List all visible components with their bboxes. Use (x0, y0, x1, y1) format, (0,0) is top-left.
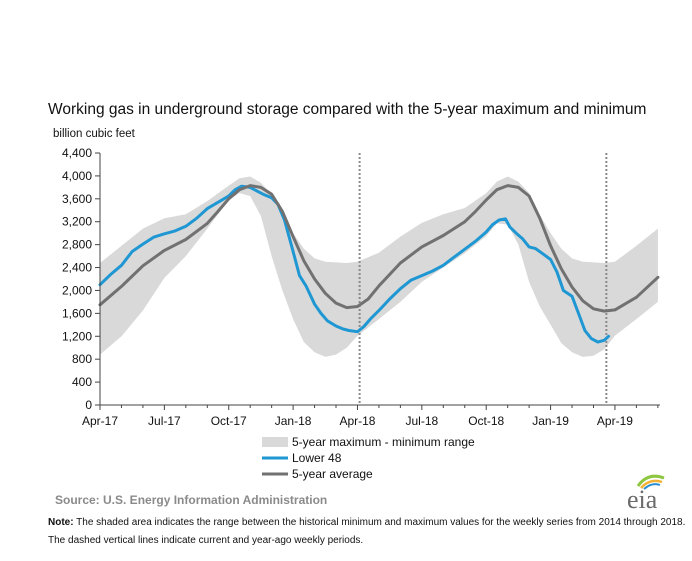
range-band-area (100, 176, 658, 357)
y-tick-label: 3,200 (62, 215, 92, 229)
x-tick-label: Jan-18 (275, 414, 312, 428)
y-tick-label: 1,200 (62, 329, 92, 343)
note-text: Note: The shaded area indicates the rang… (48, 514, 688, 550)
logo-arc-blue (643, 483, 661, 490)
series-line-lower-48 (98, 184, 610, 344)
y-tick-label: 400 (72, 375, 92, 389)
legend-label-lower-48: Lower 48 (292, 451, 342, 465)
x-tick-label: Oct-18 (468, 414, 504, 428)
legend-swatch-5-year-maximum-minimum-range (262, 437, 288, 447)
y-tick-labels: 0 400 800 1,200 1,600 2,000 2,400 2,800 3,200 3,6… (62, 146, 100, 412)
logo-arc-yellow (640, 479, 663, 489)
y-tick-label: 0 (85, 398, 92, 412)
note-body: The shaded area indicates the range betw… (48, 517, 686, 546)
y-tick-label: 2,400 (62, 261, 92, 275)
legend-label-5-year-average: 5-year average (292, 467, 373, 481)
chart-title: Working gas in underground storage compa… (48, 101, 647, 118)
y-tick-label: 800 (72, 352, 92, 366)
logo-text: eia (627, 485, 658, 512)
axes (99, 153, 660, 406)
source-text: Source: U.S. Energy Information Administ… (55, 493, 328, 507)
series-line-5-year-average (98, 184, 660, 313)
range-band-layer (100, 176, 658, 357)
y-axis-unit-label: billion cubic feet (53, 128, 135, 140)
x-tick-label: Apr-18 (339, 414, 375, 428)
x-tick-label: Jan-19 (532, 414, 569, 428)
logo-arc-green (636, 474, 665, 487)
legend-label-5-year-maximum-minimum-range: 5-year maximum - minimum range (292, 435, 475, 449)
eia-logo: eia (627, 474, 665, 512)
y-tick-label: 4,000 (62, 169, 92, 183)
note-label: Note: (48, 517, 74, 528)
x-tick-label: Apr-17 (82, 414, 118, 428)
x-tick-label: Jul-18 (405, 414, 438, 428)
x-tick-label: Apr-19 (597, 414, 633, 428)
series-lines (98, 184, 660, 344)
x-tick-label: Jul-17 (148, 414, 181, 428)
x-tick-labels: Apr-17 Jul-17 Oct-17 Jan-18 Apr-18 Jul-18 Oct-… (82, 405, 659, 428)
current-period-lines (358, 153, 608, 405)
legend: 5-year maximum - minimum range Lower 48 5-… (262, 435, 475, 481)
y-tick-label: 2,000 (62, 283, 92, 297)
y-tick-label: 4,400 (62, 146, 92, 160)
y-tick-label: 2,800 (62, 238, 92, 252)
x-tick-label: Oct-17 (211, 414, 247, 428)
y-tick-label: 3,600 (62, 192, 92, 206)
y-tick-label: 1,600 (62, 306, 92, 320)
